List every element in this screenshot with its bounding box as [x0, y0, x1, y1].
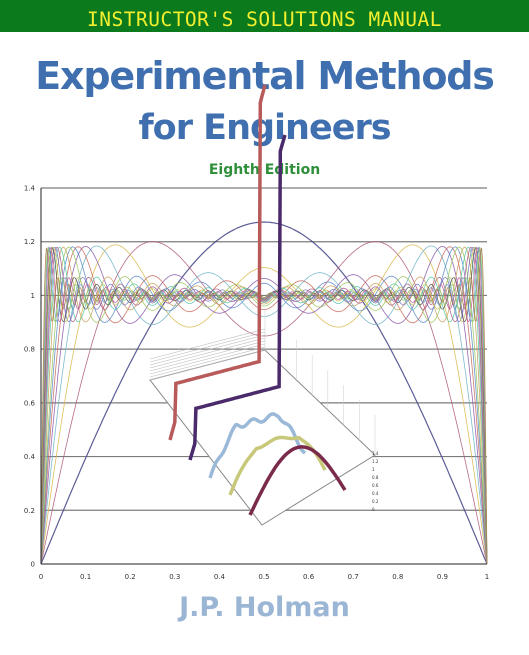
inset-curve [188, 134, 287, 461]
series-line [40, 247, 488, 565]
y-tick-label: 0.8 [24, 346, 35, 354]
inset-panel [149, 349, 376, 526]
inset-gridline [149, 337, 266, 369]
inset-tick-label: 0 [372, 507, 375, 512]
inset-tick-label: 0.2 [372, 499, 379, 504]
chart-axes [40, 188, 487, 565]
y-tick-label: 0.6 [24, 399, 36, 407]
inset-3d-plot: 1.4 1.2 1 0.8 0.6 0.4 0.2 0 [149, 84, 379, 526]
x-tick-label: 0.1 [80, 573, 91, 581]
inset-gridline [149, 334, 266, 366]
series-line [40, 246, 488, 565]
y-tick-label: 0.4 [24, 453, 36, 461]
inset-gridline [149, 328, 266, 360]
chart-series [40, 221, 488, 565]
series-line [40, 246, 488, 565]
y-tick-label: 1.2 [24, 238, 35, 246]
inset-tick-label: 1.4 [372, 451, 379, 456]
series-line [40, 247, 488, 565]
series-line [40, 241, 488, 565]
author-name: J.P. Holman [179, 592, 350, 623]
series-line [40, 244, 488, 565]
x-tick-label: 0.7 [348, 573, 359, 581]
x-tick-label: 0.5 [258, 573, 269, 581]
series-line [40, 221, 488, 565]
x-tick-label: 0.4 [214, 573, 226, 581]
x-tick-label: 0.9 [437, 573, 448, 581]
inset-gridline [149, 349, 266, 381]
series-line [40, 246, 488, 565]
x-tick-label: 0.8 [392, 573, 403, 581]
y-tick-label: 1 [31, 292, 35, 300]
inset-gridline [149, 346, 266, 378]
x-tick-label: 0.6 [303, 573, 315, 581]
x-tick-label: 0.3 [169, 573, 180, 581]
inset-tick-label: 0.4 [372, 491, 379, 496]
y-tick-label: 0 [31, 561, 35, 569]
inset-tick-label: 1 [372, 467, 375, 472]
x-tick-label: 0.2 [125, 573, 136, 581]
series-line [40, 245, 488, 565]
book-title-line2: for Engineers [138, 108, 391, 148]
series-line [40, 246, 488, 565]
inset-curve [248, 445, 347, 516]
solutions-manual-banner: INSTRUCTOR'S SOLUTIONS MANUAL [0, 0, 529, 32]
chart-tick-labels: 0 0.2 0.4 0.6 0.8 1 1.2 1.4 0 0.1 0.2 0.3 0.4 0.5 0.6 0… [24, 185, 489, 582]
inset-curve [208, 412, 307, 479]
edition-label: Eighth Edition [208, 162, 321, 178]
x-tick-label: 0 [39, 573, 43, 581]
series-line [40, 246, 488, 565]
y-tick-label: 1.4 [24, 185, 36, 193]
series-line [40, 246, 488, 565]
y-tick-label: 0.2 [24, 507, 35, 515]
inset-tick-label: 1.2 [372, 459, 379, 464]
inset-gridline [149, 343, 266, 375]
series-line [40, 246, 488, 565]
inset-tick-label: 0.6 [372, 483, 379, 488]
inset-gridline [149, 340, 266, 372]
inset-curve [228, 435, 327, 496]
inset-tick-label: 0.8 [372, 475, 379, 480]
banner-text: INSTRUCTOR'S SOLUTIONS MANUAL [87, 8, 442, 31]
inset-curve [168, 84, 267, 441]
x-tick-label: 1 [485, 573, 489, 581]
inset-gridline [149, 331, 266, 363]
